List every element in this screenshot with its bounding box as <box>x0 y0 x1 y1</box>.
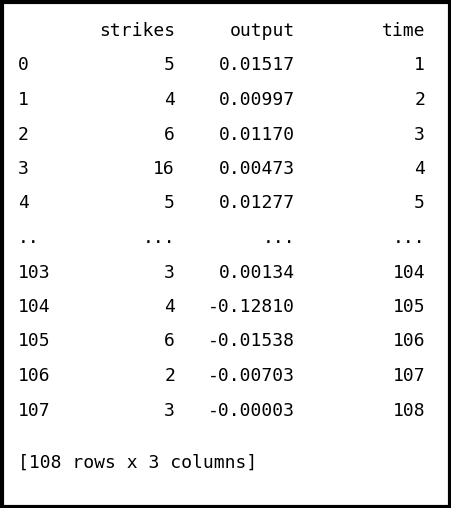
Text: -0.01538: -0.01538 <box>208 333 295 351</box>
Text: 0.01517: 0.01517 <box>219 56 295 75</box>
Text: 108: 108 <box>392 401 425 420</box>
Text: 5: 5 <box>414 195 425 212</box>
Text: 0.00473: 0.00473 <box>219 160 295 178</box>
Text: 6: 6 <box>164 333 175 351</box>
Text: 0.01277: 0.01277 <box>219 195 295 212</box>
Text: 103: 103 <box>18 264 51 281</box>
Text: -0.12810: -0.12810 <box>208 298 295 316</box>
Text: 107: 107 <box>392 367 425 385</box>
Text: 5: 5 <box>164 195 175 212</box>
Text: 3: 3 <box>414 125 425 143</box>
Text: 106: 106 <box>392 333 425 351</box>
Text: -0.00703: -0.00703 <box>208 367 295 385</box>
Text: 1: 1 <box>414 56 425 75</box>
Text: ...: ... <box>262 229 295 247</box>
Text: -0.00003: -0.00003 <box>208 401 295 420</box>
Text: 2: 2 <box>164 367 175 385</box>
Text: ..: .. <box>18 229 40 247</box>
Text: 104: 104 <box>392 264 425 281</box>
Text: 4: 4 <box>414 160 425 178</box>
Text: 1: 1 <box>18 91 29 109</box>
Text: ...: ... <box>143 229 175 247</box>
Text: 16: 16 <box>153 160 175 178</box>
Text: time: time <box>382 22 425 40</box>
Text: 2: 2 <box>414 91 425 109</box>
Text: 3: 3 <box>164 264 175 281</box>
Text: 5: 5 <box>164 56 175 75</box>
Text: 0.00134: 0.00134 <box>219 264 295 281</box>
Text: 6: 6 <box>164 125 175 143</box>
Text: 3: 3 <box>18 160 29 178</box>
Text: ...: ... <box>392 229 425 247</box>
Text: 105: 105 <box>18 333 51 351</box>
Text: 2: 2 <box>18 125 29 143</box>
Text: 106: 106 <box>18 367 51 385</box>
Text: 107: 107 <box>18 401 51 420</box>
Text: 105: 105 <box>392 298 425 316</box>
Text: 4: 4 <box>164 91 175 109</box>
Text: 0.00997: 0.00997 <box>219 91 295 109</box>
Text: [108 rows x 3 columns]: [108 rows x 3 columns] <box>18 454 257 472</box>
Text: 104: 104 <box>18 298 51 316</box>
Text: 0.01170: 0.01170 <box>219 125 295 143</box>
Text: 4: 4 <box>18 195 29 212</box>
Text: 3: 3 <box>164 401 175 420</box>
Text: 4: 4 <box>164 298 175 316</box>
Text: output: output <box>230 22 295 40</box>
Text: strikes: strikes <box>99 22 175 40</box>
Text: 0: 0 <box>18 56 29 75</box>
